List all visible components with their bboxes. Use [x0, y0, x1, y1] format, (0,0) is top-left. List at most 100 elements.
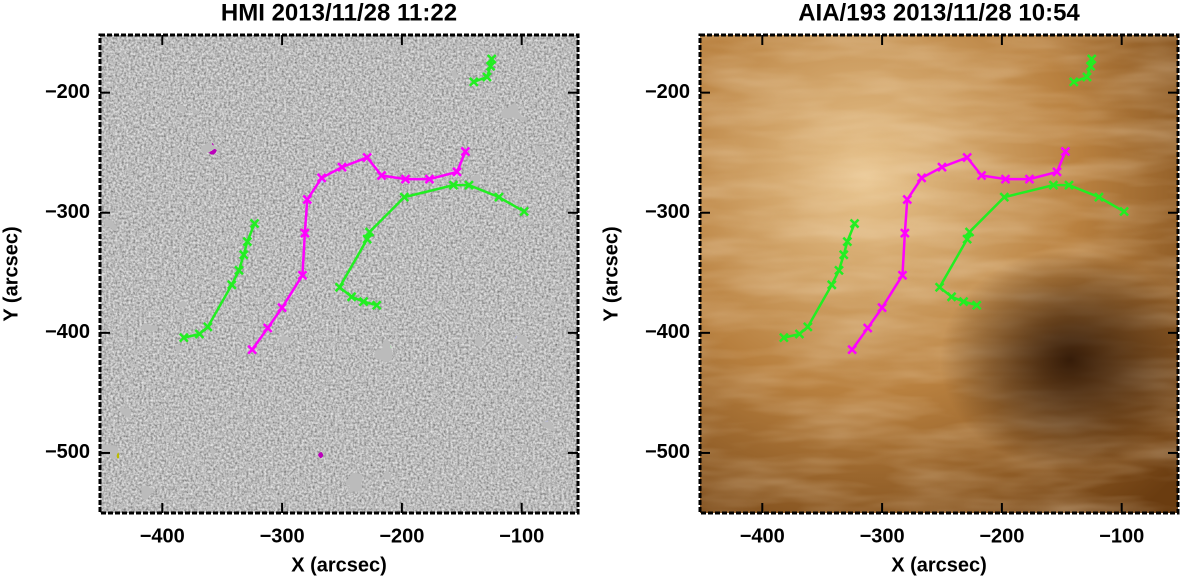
trace-marker [364, 227, 375, 237]
y-tick-label: −400 [645, 321, 690, 343]
trace-marker [1068, 76, 1079, 87]
trace-marker [482, 72, 492, 82]
trace-marker [877, 302, 887, 313]
trace-marker [946, 291, 957, 302]
trace-marker [937, 162, 947, 172]
trace-marker [337, 162, 347, 172]
trace-marker [1119, 206, 1129, 217]
trace-marker [464, 180, 474, 191]
panel-image-aia [700, 35, 1178, 513]
x-tick-label: −400 [140, 525, 185, 547]
trace-marker [400, 174, 411, 185]
trace-marker [346, 291, 357, 302]
trace-marker [838, 249, 849, 260]
trace-marker [842, 236, 853, 247]
trace-marker [897, 270, 908, 281]
trace-marker [1000, 174, 1011, 185]
y-axis-label: Y (arcsec) [600, 226, 622, 321]
y-tick-label: −400 [45, 321, 90, 343]
trace-marker [376, 170, 387, 181]
trace-marker [934, 282, 945, 293]
trace-marker [1064, 180, 1074, 191]
trace-line [251, 151, 467, 351]
trace-marker [262, 323, 273, 333]
trace-marker [826, 279, 837, 290]
trace-marker [971, 300, 982, 311]
trace-marker [194, 329, 205, 339]
trace-marker [1052, 167, 1062, 177]
trace-marker [958, 296, 969, 307]
trace-marker [362, 152, 373, 163]
trace-marker [962, 152, 973, 163]
trace-marker [962, 234, 973, 245]
trace-marker [862, 323, 873, 333]
trace-marker [358, 296, 369, 307]
trace-marker [316, 173, 327, 183]
y-tick-label: −300 [645, 201, 690, 223]
trace-marker [485, 61, 496, 72]
trace-marker [794, 329, 805, 339]
trace-marker [460, 146, 471, 157]
x-tick-label: −100 [499, 525, 544, 547]
trace-marker [494, 192, 504, 203]
trace-line [473, 58, 493, 84]
plot-frame [698, 33, 1180, 515]
trace-marker [999, 192, 1010, 203]
trace-marker [902, 194, 913, 205]
trace-marker [238, 249, 249, 260]
x-tick-label: −100 [1099, 525, 1144, 547]
trace-marker [519, 206, 529, 217]
y-axis-label: Y (arcsec) [0, 226, 22, 321]
x-axis-label: X (arcsec) [291, 554, 387, 576]
trace-marker [234, 265, 244, 276]
trace-marker [226, 279, 237, 290]
trace-marker [976, 170, 987, 181]
x-tick-label: −300 [260, 525, 305, 547]
y-tick-label: −500 [45, 441, 90, 463]
trace-marker [849, 218, 860, 229]
trace-marker [399, 192, 410, 203]
trace-marker [964, 227, 975, 237]
trace-marker [242, 236, 253, 247]
trace-marker [334, 282, 345, 293]
x-tick-label: −200 [379, 525, 424, 547]
chart-title: AIA/193 2013/11/28 10:54 [798, 0, 1080, 26]
trace-marker [424, 174, 435, 185]
trace-marker [468, 76, 479, 87]
trace-marker [452, 167, 462, 177]
trace-marker [1085, 61, 1096, 72]
trace-marker [371, 300, 382, 311]
trace-marker [916, 173, 927, 183]
x-axis-label: X (arcsec) [891, 554, 987, 576]
trace-marker [802, 321, 813, 332]
trace-marker [778, 332, 789, 343]
trace-marker [1094, 192, 1104, 203]
trace-line [851, 151, 1067, 351]
chart-title: HMI 2013/11/28 11:22 [221, 0, 457, 26]
y-tick-label: −200 [645, 81, 690, 103]
panel-image-hmi [100, 35, 578, 513]
trace-marker [247, 344, 258, 355]
trace-line [1073, 58, 1093, 84]
plot-frame [98, 33, 580, 515]
x-tick-label: −200 [979, 525, 1024, 547]
trace-marker [1086, 54, 1097, 64]
trace-marker [302, 194, 313, 205]
x-tick-label: −400 [740, 525, 785, 547]
trace-marker [1060, 146, 1071, 157]
y-tick-label: −200 [45, 81, 90, 103]
trace-marker [277, 302, 287, 313]
trace-marker [486, 54, 497, 64]
trace-marker [1082, 72, 1092, 82]
trace-marker [847, 344, 858, 355]
trace-marker [1024, 174, 1035, 185]
trace-marker [362, 234, 373, 245]
trace-marker [249, 218, 260, 229]
trace-marker [299, 228, 310, 239]
trace-marker [448, 180, 459, 191]
y-tick-label: −300 [45, 201, 90, 223]
trace-marker [1048, 180, 1059, 191]
trace-marker [202, 321, 213, 332]
trace-marker [178, 332, 189, 343]
